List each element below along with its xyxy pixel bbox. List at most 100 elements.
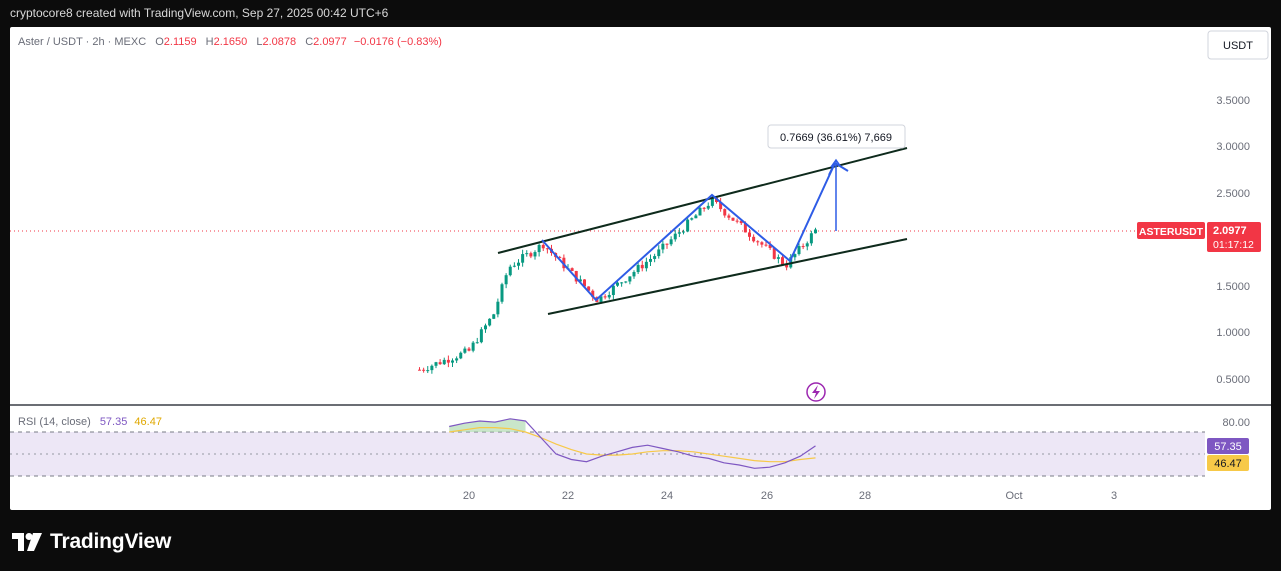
candle-body: [574, 270, 578, 282]
price-tick: 3.0000: [1216, 141, 1250, 153]
candle-body: [463, 348, 467, 353]
legend-o-label: O: [155, 36, 164, 48]
attribution-text: cryptocore8 created with TradingView.com…: [10, 6, 389, 20]
candle-body: [504, 275, 508, 285]
candle-body: [492, 314, 496, 319]
candle-body: [426, 370, 430, 372]
rsi-line: [449, 418, 816, 469]
candle-body: [706, 205, 710, 209]
candle-body: [665, 243, 669, 245]
candle-body: [467, 348, 471, 351]
legend-symbol: Aster / USDT · 2h · MEXC: [18, 36, 146, 48]
candle-body: [727, 215, 731, 218]
candle-body: [809, 233, 813, 244]
candle-body: [719, 202, 723, 210]
svg-text:RSI (14, close) 57.35: RSI (14, close) 57.35 46.47: [18, 416, 162, 428]
rsi-ma-tag: 46.47: [1214, 458, 1242, 470]
candle-body: [735, 220, 739, 222]
legend-h-label: H: [206, 36, 214, 48]
candle-body: [756, 241, 760, 243]
time-tick: 26: [761, 490, 773, 502]
svg-text:Aster / USDT · 2h · MEXC O: Aster / USDT · 2h · MEXC O2.1159 H2.1650…: [18, 36, 442, 48]
channel-upper-line[interactable]: [497, 147, 908, 254]
candle-body: [644, 261, 648, 269]
measure-label: 0.7669 (36.61%) 7,669: [780, 132, 892, 144]
legend-l-value: 2.0878: [262, 36, 296, 48]
price-tag-box: [1207, 222, 1261, 252]
candle-body: [599, 296, 603, 303]
candle-body: [669, 239, 673, 245]
candle-body: [570, 268, 574, 271]
candle-body: [438, 362, 442, 365]
candle-body: [661, 243, 665, 250]
currency-button[interactable]: USDT: [1207, 30, 1269, 60]
candle-body: [459, 352, 463, 359]
candle-body: [620, 282, 624, 284]
candle-body: [694, 215, 698, 219]
candle-body: [686, 219, 690, 232]
legend-h-value: 2.1650: [214, 36, 248, 48]
legend-c-value: 2.0977: [313, 36, 347, 48]
candle-body: [525, 253, 529, 255]
chart-svg[interactable]: Aster / USDT · 2h · MEXC O2.1159 H2.1650…: [10, 27, 1271, 510]
price-tick: 3.5000: [1216, 95, 1250, 107]
time-tick: 3: [1111, 490, 1117, 502]
candle-body: [677, 232, 681, 234]
candle-body: [781, 257, 784, 265]
candle-body: [772, 248, 776, 259]
candle-body: [442, 359, 446, 365]
candle-body: [640, 264, 644, 269]
candle-body: [422, 369, 426, 371]
candle-body: [512, 265, 516, 267]
measure-label-box: [767, 124, 906, 149]
candle-body: [743, 223, 747, 233]
chart-panel[interactable]: Aster / USDT · 2h · MEXC O2.1159 H2.1650…: [10, 27, 1271, 510]
candle-body: [430, 365, 434, 371]
rsi-tag: 57.35: [1214, 441, 1242, 453]
candle-body: [793, 254, 797, 258]
tradingview-logo-icon: [12, 533, 42, 551]
candle-body: [616, 282, 619, 286]
rsi-tag-box: [1207, 438, 1249, 454]
candle-body: [814, 229, 817, 234]
candle-body: [533, 252, 537, 257]
time-tick: 20: [463, 490, 475, 502]
candle-body: [748, 232, 751, 237]
candle-body: [785, 264, 789, 268]
time-tick: 24: [661, 490, 673, 502]
tradingview-brand: TradingView: [50, 530, 172, 553]
candle-body: [752, 236, 756, 242]
candle-body: [698, 207, 702, 216]
candle-body: [583, 279, 586, 287]
measure-tool[interactable]: 0.7669 (36.61%) 7,669: [767, 124, 906, 231]
price-tick: 1.5000: [1216, 281, 1250, 293]
symbol-tag-label: ASTERUSDT: [1139, 226, 1204, 238]
candle-body: [434, 362, 438, 366]
channel-lower-line[interactable]: [547, 238, 908, 315]
candle-body: [607, 295, 611, 298]
time-tick: 28: [859, 490, 871, 502]
legend-c-label: C: [305, 36, 313, 48]
tradingview-logo[interactable]: TradingView: [12, 530, 171, 554]
candle-body: [484, 325, 487, 330]
candle-body: [587, 286, 591, 291]
candle-body: [578, 279, 582, 282]
candle-body: [446, 359, 450, 363]
candle-body: [471, 342, 475, 351]
candle-body: [455, 358, 459, 361]
candle-body: [475, 342, 479, 344]
zigzag-pattern[interactable]: [541, 162, 836, 302]
candles-group: [418, 194, 817, 374]
price-tag-countdown: 01:17:12: [1213, 239, 1254, 251]
candle-body: [479, 329, 483, 343]
rsi-value: 57.35: [100, 416, 128, 428]
candle-body: [529, 253, 533, 257]
lightning-icon[interactable]: [806, 382, 826, 402]
candle-body: [797, 246, 801, 255]
candle-body: [723, 209, 727, 216]
price-tag-value: 2.0977: [1213, 225, 1247, 237]
candle-body: [710, 197, 714, 206]
legend-l-label: L: [256, 36, 262, 48]
candle-body: [521, 254, 525, 263]
candle-body: [801, 246, 805, 248]
